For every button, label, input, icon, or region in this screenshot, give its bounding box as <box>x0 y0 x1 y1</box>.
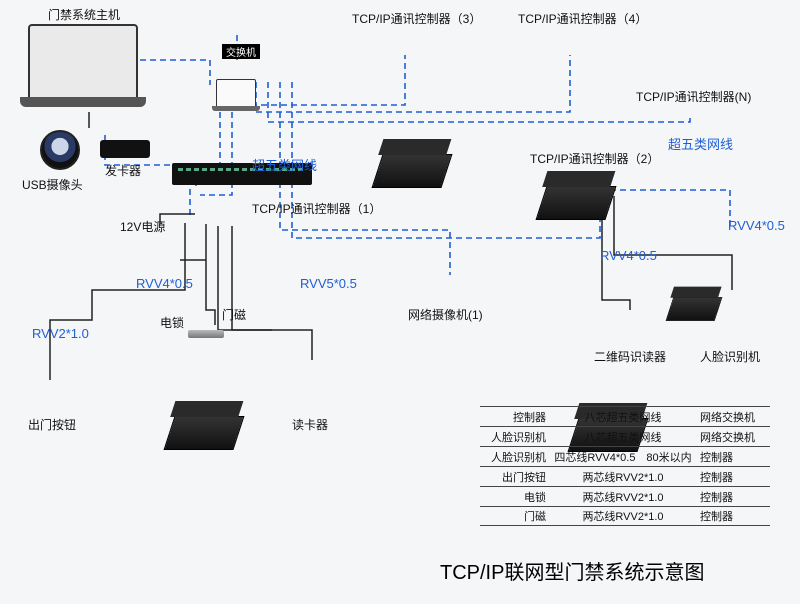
spec-right: 控制器 <box>698 449 770 465</box>
controller-3-label: TCP/IP通讯控制器（3） <box>352 10 481 27</box>
card-enroller <box>100 140 150 158</box>
spec-mid: 四芯线RVV4*0.5 80米以内 <box>548 449 698 465</box>
spec-row: 人脸识别机八芯超五类网线网络交换机 <box>480 426 770 446</box>
controller-4 <box>537 187 615 219</box>
usb-camera <box>40 130 80 170</box>
spec-left: 控制器 <box>480 409 548 425</box>
controller-1 <box>165 417 243 449</box>
spec-row: 人脸识别机四芯线RVV4*0.5 80米以内控制器 <box>480 446 770 466</box>
rvv5-label: RVV5*0.5 <box>300 276 357 291</box>
host-laptop <box>28 24 138 99</box>
spec-row: 电锁两芯线RVV2*1.0控制器 <box>480 486 770 506</box>
spec-mid: 两芯线RVV2*1.0 <box>548 508 698 524</box>
controller-4-label: TCP/IP通讯控制器（4） <box>518 10 647 27</box>
host-label: 门禁系统主机 <box>48 6 120 23</box>
spec-mid: 两芯线RVV2*1.0 <box>548 469 698 485</box>
controller-2-label: TCP/IP通讯控制器（2） <box>530 150 659 167</box>
netcable-1-label: 超五类网线 <box>252 155 317 174</box>
spec-right: 网络交换机 <box>698 409 770 425</box>
cable-spec-table: 控制器八芯超五类网线网络交换机人脸识别机八芯超五类网线网络交换机人脸识别机四芯线… <box>480 406 770 526</box>
controller-n <box>667 298 722 320</box>
spec-left: 出门按钮 <box>480 469 548 485</box>
mgmt-laptop <box>216 79 256 107</box>
rvv2-label: RVV2*1.0 <box>32 326 89 341</box>
spec-mid: 八芯超五类网线 <box>548 409 698 425</box>
spec-right: 控制器 <box>698 469 770 485</box>
spec-left: 人脸识别机 <box>480 429 548 445</box>
door-sensor-label: 门磁 <box>222 306 246 323</box>
usb-camera-label: USB摄像头 <box>22 176 83 193</box>
spec-row: 控制器八芯超五类网线网络交换机 <box>480 406 770 426</box>
exit-button-label: 出门按钮 <box>28 416 76 433</box>
spec-row: 门磁两芯线RVV2*1.0控制器 <box>480 506 770 526</box>
controller-3 <box>373 155 451 187</box>
switch-label: 交换机 <box>222 44 260 59</box>
spec-left: 门磁 <box>480 508 548 524</box>
network-camera-label: 网络摄像机(1) <box>408 306 483 323</box>
qr-reader-label: 二维码识读器 <box>594 348 666 365</box>
spec-left: 电锁 <box>480 489 548 505</box>
card-reader-label: 读卡器 <box>292 416 328 433</box>
spec-mid: 两芯线RVV2*1.0 <box>548 489 698 505</box>
psu-label: 12V电源 <box>120 218 165 235</box>
diagram-title: TCP/IP联网型门禁系统示意图 <box>440 556 704 585</box>
netcable-2-label: 超五类网线 <box>668 134 733 153</box>
lock-label: 电锁 <box>160 314 184 331</box>
controller-n-label: TCP/IP通讯控制器(N) <box>636 88 751 105</box>
card-enroller-label: 发卡器 <box>105 162 141 179</box>
rvv4-r2-label: RVV4*0.5 <box>728 218 785 233</box>
electric-lock <box>188 330 224 338</box>
spec-row: 出门按钮两芯线RVV2*1.0控制器 <box>480 466 770 486</box>
spec-mid: 八芯超五类网线 <box>548 429 698 445</box>
spec-right: 控制器 <box>698 489 770 505</box>
face-reader-label: 人脸识别机 <box>700 348 760 365</box>
rvv4-left-label: RVV4*0.5 <box>136 276 193 291</box>
spec-right: 网络交换机 <box>698 429 770 445</box>
spec-right: 控制器 <box>698 508 770 524</box>
spec-left: 人脸识别机 <box>480 449 548 465</box>
rvv4-r1-label: RVV4*0.5 <box>600 248 657 263</box>
controller-1-label: TCP/IP通讯控制器（1） <box>252 200 381 217</box>
